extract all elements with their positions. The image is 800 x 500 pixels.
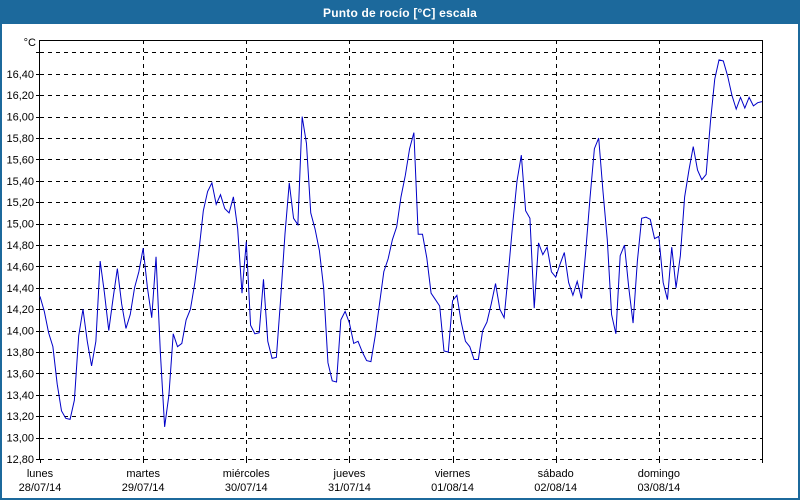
y-axis-label: 14,60 [6,261,34,273]
day-name-label: martes [126,468,160,480]
day-name-label: viernes [435,468,471,480]
dew-point-line-chart: 16,40 16,20 16,00 15,80 15,60 15,40 15,20 15,00… [6,37,763,494]
y-axis-label: 15,60 [6,154,34,166]
dew-point-series-line [39,59,763,427]
day-date-label: 02/08/14 [534,482,577,494]
day-date-label: 31/07/14 [328,482,371,494]
day-name-label: miércoles [223,468,271,480]
y-axis-label: 14,20 [6,304,34,316]
y-axis-label: 15,80 [6,133,34,145]
y-axis-label: 13,20 [6,411,34,423]
day-name-label: jueves [333,468,366,480]
y-axis-label: 12,80 [6,454,34,466]
y-axis-label: 14,00 [6,326,34,338]
chart-area: 16,40 16,20 16,00 15,80 15,60 15,40 15,20 15,00… [2,24,798,498]
y-axis-label: 14,40 [6,283,34,295]
day-date-label: 28/07/14 [19,482,62,494]
y-axis-label: 13,60 [6,368,34,380]
y-axis-label: 14,80 [6,240,34,252]
y-axis-label: 15,20 [6,197,34,209]
y-axis-label: 16,20 [6,90,34,102]
y-axis-label: 16,00 [6,112,34,124]
y-axis-label: 15,40 [6,176,34,188]
y-axis-label: 13,40 [6,390,34,402]
day-name-label: sábado [538,468,574,480]
y-axis-label: 15,00 [6,219,34,231]
day-date-label: 30/07/14 [225,482,268,494]
day-name-label: domingo [638,468,680,480]
y-axis-label: 16,40 [6,69,34,81]
y-axis-label: 13,00 [6,433,34,445]
y-axis-label: 13,80 [6,347,34,359]
day-name-label: lunes [27,468,54,480]
day-date-label: 29/07/14 [122,482,165,494]
y-axis-unit-label: °C [24,37,36,49]
chart-title: Punto de rocío [°C] escala [322,6,478,20]
day-date-label: 01/08/14 [431,482,474,494]
day-date-label: 03/08/14 [637,482,680,494]
chart-title-bar: Punto de rocío [°C] escala [2,2,798,24]
